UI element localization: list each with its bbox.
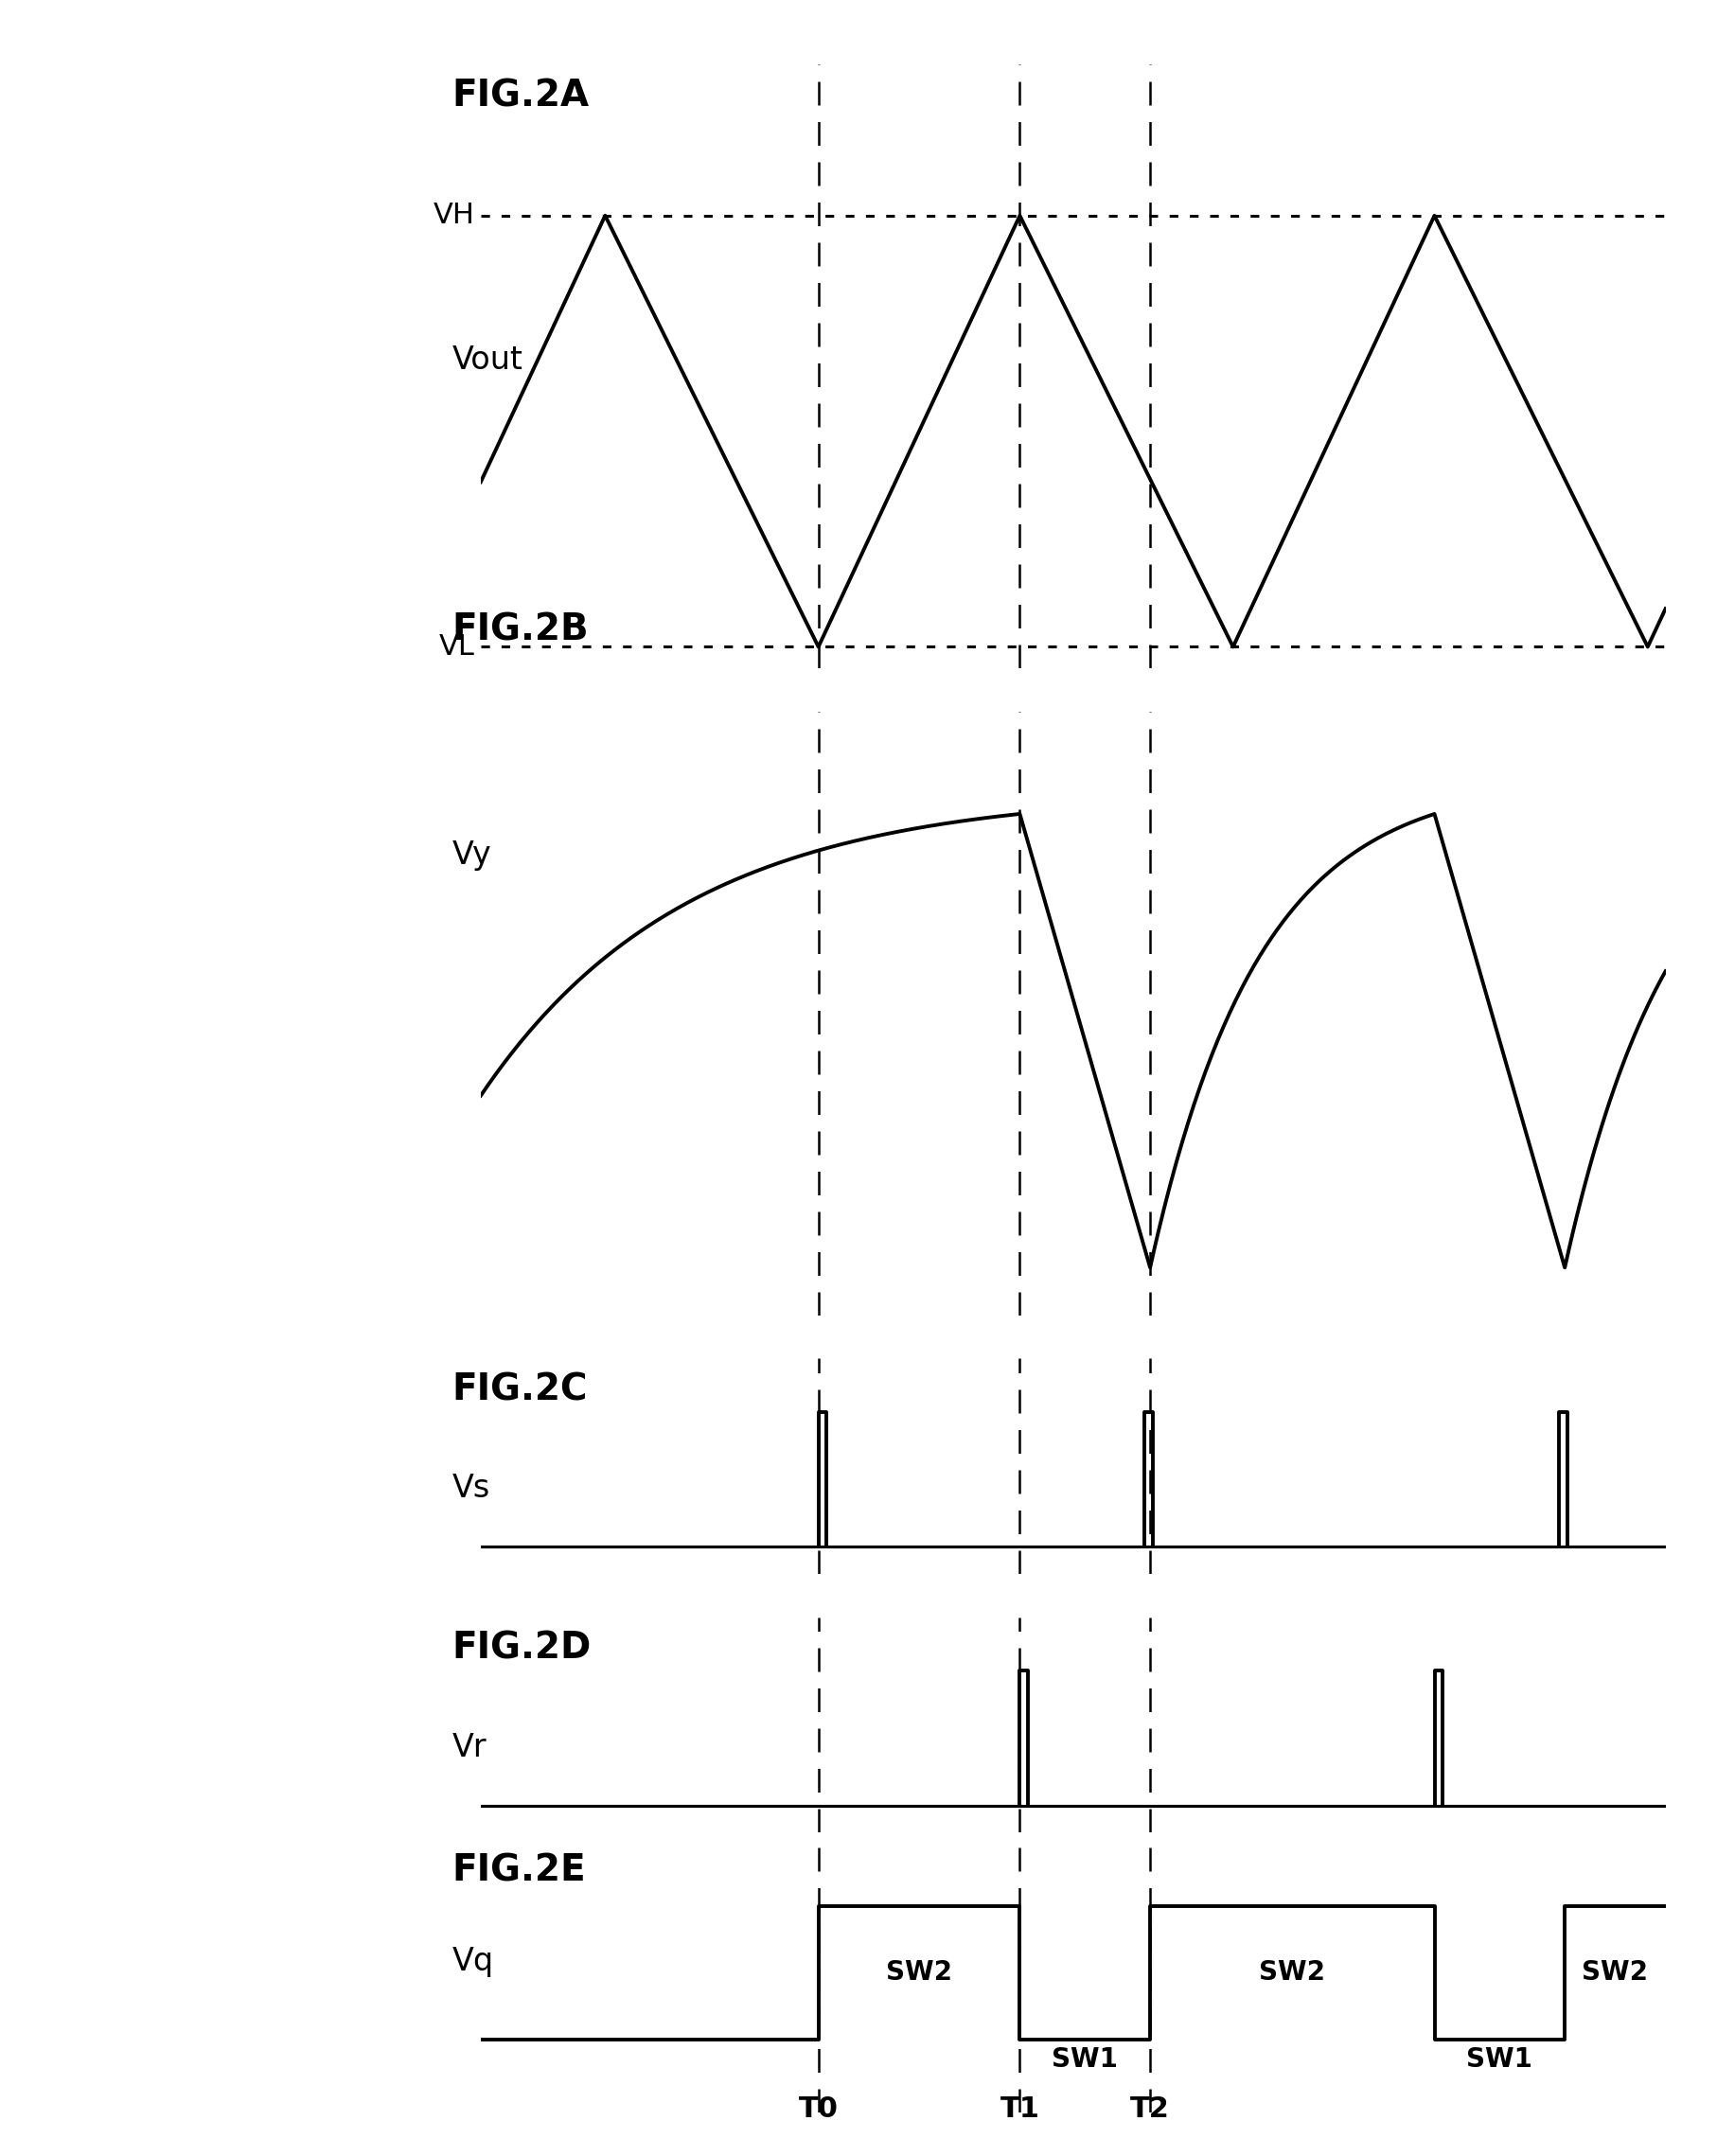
Text: SW1: SW1 [1053,2046,1118,2072]
Text: SW1: SW1 [1466,2046,1533,2072]
Text: SW2: SW2 [1581,1960,1648,1986]
Text: FIG.2D: FIG.2D [452,1630,591,1667]
Text: SW2: SW2 [886,1960,953,1986]
Text: FIG.2C: FIG.2C [452,1371,587,1408]
Text: VL: VL [440,634,476,660]
Text: VH: VH [433,203,476,229]
Text: T0: T0 [798,2096,838,2124]
Text: Vs: Vs [452,1473,489,1505]
Text: Vr: Vr [452,1731,486,1764]
Text: Vy: Vy [452,839,491,871]
Text: T1: T1 [999,2096,1041,2124]
Text: FIG.2A: FIG.2A [452,78,589,114]
Text: SW2: SW2 [1259,1960,1326,1986]
Text: T2: T2 [1130,2096,1169,2124]
Text: FIG.2E: FIG.2E [452,1852,585,1889]
Text: Vout: Vout [452,345,522,375]
Text: FIG.2B: FIG.2B [452,612,589,649]
Text: Vq: Vq [452,1947,493,1977]
